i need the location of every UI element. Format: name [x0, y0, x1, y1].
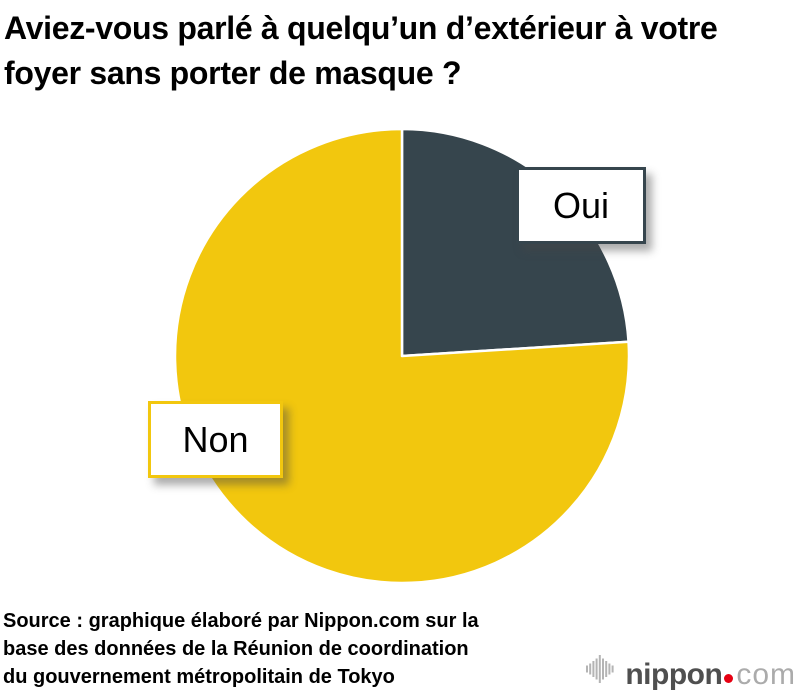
- soundwave-bar: [599, 655, 602, 683]
- soundwave-bar: [602, 658, 605, 680]
- soundwave-bar: [605, 661, 608, 677]
- soundwave-bar: [595, 658, 598, 680]
- source-note-line: du gouvernement métropolitain de Tokyo: [3, 666, 395, 688]
- source-note: Source : graphique élaboré par Nippon.co…: [3, 607, 479, 691]
- soundwave-bar: [586, 665, 589, 673]
- pie-callout-non: Non: [148, 401, 283, 478]
- nippon-logo: nippon com: [586, 653, 796, 690]
- pie-callout-oui: Oui: [516, 167, 646, 244]
- soundwave-bars-icon: [586, 655, 614, 683]
- soundwave-bar: [589, 663, 592, 675]
- nippon-logo-red-dot-icon: [724, 674, 734, 683]
- chart-title: Aviez-vous parlé à quelqu’un d’extérieur…: [4, 10, 718, 91]
- pie-callout-oui-label: Oui: [552, 184, 610, 226]
- source-note-line: base des données de la Réunion de coordi…: [3, 638, 469, 660]
- source-note-line: Source : graphique élaboré par Nippon.co…: [3, 610, 479, 632]
- soundwave-bar: [608, 663, 611, 675]
- soundwave-bar: [592, 661, 595, 677]
- soundwave-bar: [611, 665, 614, 673]
- nippon-logo-text: nippon com: [625, 660, 796, 690]
- pie-callout-non-label: Non: [182, 418, 249, 460]
- nippon-logo-bold-text: nippon: [625, 658, 723, 691]
- nippon-logo-light-text: com: [736, 658, 796, 691]
- pie-slice-non: [173, 127, 631, 585]
